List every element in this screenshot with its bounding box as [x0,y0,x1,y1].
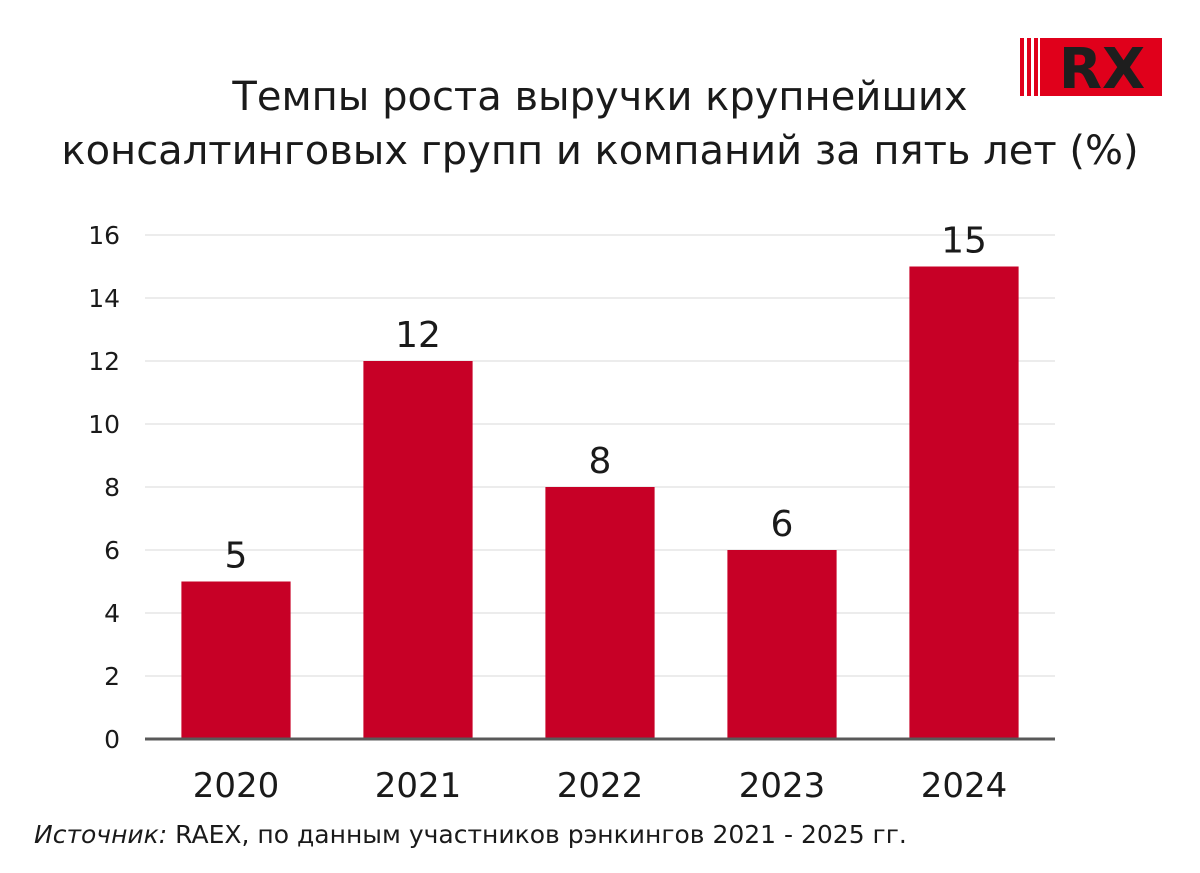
logo-stripe [1027,38,1031,96]
source-note: Источник: RAEX, по данным участников рэн… [34,820,907,849]
y-tick-label: 12 [88,347,120,376]
x-tick-label: 2023 [739,766,826,806]
data-label: 15 [941,221,987,262]
y-tick-label: 6 [104,536,120,565]
y-tick-label: 8 [104,473,120,502]
logo-block [1040,38,1162,96]
y-tick-label: 4 [104,599,120,628]
x-tick-label: 2021 [375,766,462,806]
logo-stripe [1020,38,1024,96]
data-label: 6 [771,504,794,545]
bar [181,581,291,739]
data-label: 5 [225,536,248,577]
bar [727,550,837,739]
x-tick-label: 2022 [557,766,644,806]
source-label: Источник: [34,820,168,849]
bar [909,266,1019,739]
data-label: 12 [395,315,441,356]
y-tick-label: 16 [88,221,120,250]
bar [545,487,655,739]
x-tick-label: 2020 [193,766,280,806]
data-label: 8 [589,441,612,482]
chart-title: Темпы роста выручки крупнейших консалтин… [0,70,1200,178]
source-text: RAEX, по данным участников рэнкингов 202… [167,820,907,849]
bar [363,361,473,739]
x-tick-label: 2024 [921,766,1008,806]
logo-stripe [1034,38,1038,96]
y-tick-label: 14 [88,284,120,313]
chart-title-line-2: консалтинговых групп и компаний за пять … [61,128,1139,174]
y-tick-label: 10 [88,410,120,439]
raex-logo: RX [1020,37,1162,98]
chart-title-line-1: Темпы роста выручки крупнейших [232,74,968,120]
y-tick-label: 2 [104,662,120,691]
logo-text: RX [1059,37,1145,98]
y-tick-label: 0 [104,725,120,754]
